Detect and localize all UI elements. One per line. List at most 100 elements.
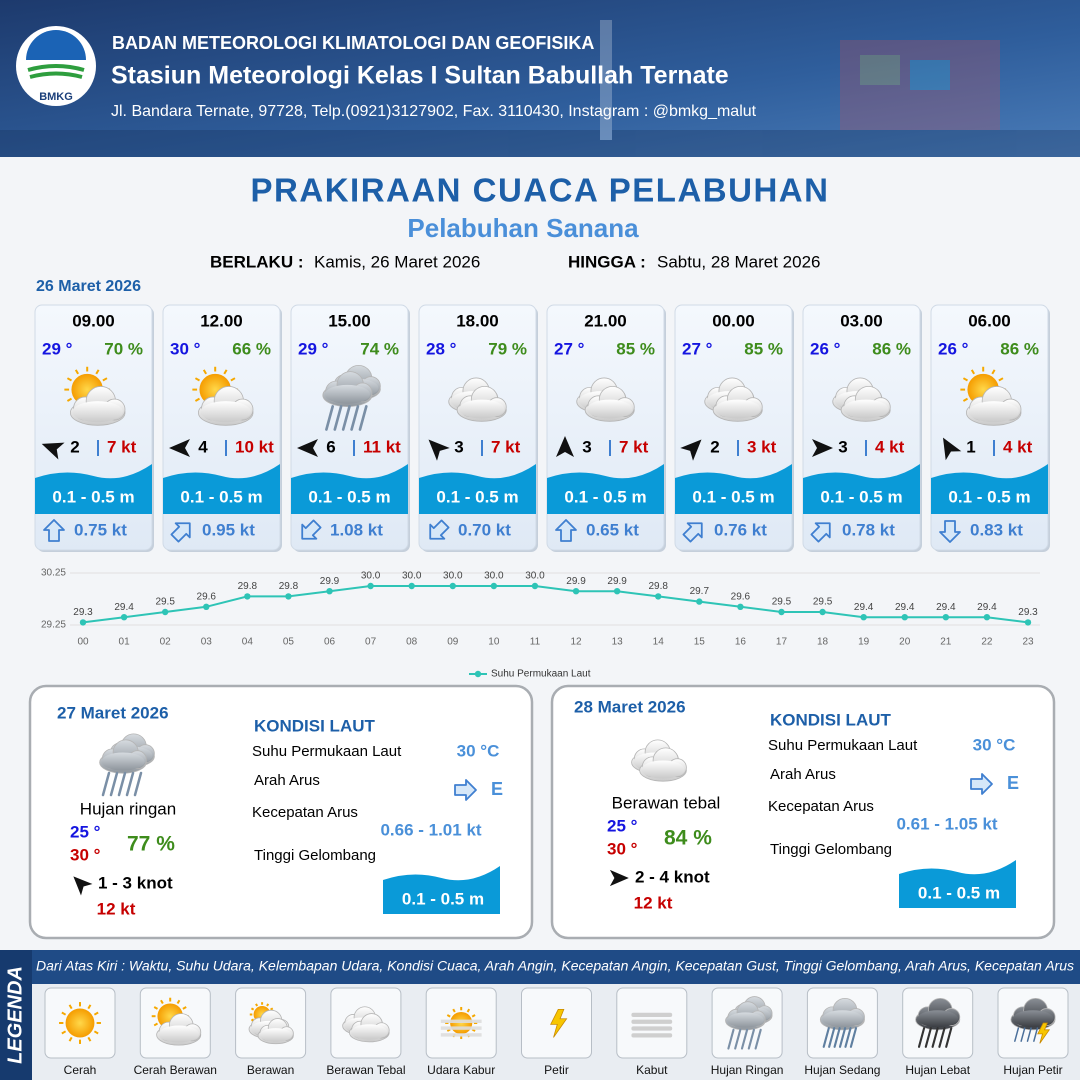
rain — [754, 1028, 762, 1050]
sun-ray — [202, 369, 208, 375]
humidity: 79 % — [488, 339, 527, 358]
sun-ray — [87, 1036, 92, 1042]
wave-height: 0.1 - 0.5 m — [52, 487, 134, 506]
wave-height: 0.1 - 0.5 m — [180, 487, 262, 506]
rain — [849, 1027, 858, 1048]
humidity: 74 % — [360, 339, 399, 358]
data-point — [819, 608, 826, 616]
sea-label: Arah Arus — [254, 772, 320, 789]
data-point — [367, 582, 374, 590]
wave — [931, 464, 1048, 514]
x-tick-label: 21 — [940, 637, 952, 648]
legend-item: Kabut — [636, 1063, 668, 1077]
weather-icon — [59, 1002, 101, 1044]
time: 03.00 — [840, 311, 883, 330]
rain — [844, 1027, 852, 1048]
weather-icon — [99, 733, 155, 797]
gust: 7 kt — [619, 437, 649, 456]
sea-label: Tinggi Gelombang — [254, 847, 376, 864]
sun-ray — [68, 1004, 73, 1010]
x-tick-label: 11 — [530, 637, 541, 648]
rain — [945, 1027, 953, 1048]
legend-swatch — [474, 670, 482, 678]
gust: 3 kt — [747, 437, 777, 456]
sun-ray — [153, 1006, 159, 1010]
x-tick-label: 03 — [201, 637, 213, 648]
current-arrow — [682, 522, 703, 543]
weather-icon — [440, 1006, 482, 1040]
cloud — [715, 399, 761, 419]
data-point — [696, 598, 703, 605]
x-tick-label: 18 — [817, 637, 829, 648]
time: 12.00 — [200, 311, 243, 330]
time: 09.00 — [72, 311, 115, 330]
legend-item: Cerah — [64, 1063, 97, 1077]
valid-to-label: HINGGA : — [568, 252, 646, 271]
organization: BADAN METEOROLOGI KLIMATOLOGI DAN GEOFIS… — [112, 33, 594, 53]
data-label: 29.3 — [73, 607, 93, 618]
air-temp: 28 ° — [426, 339, 457, 358]
sun-ray — [471, 1014, 476, 1018]
wind-arrow — [297, 439, 318, 457]
weather-icon — [151, 997, 202, 1046]
sun-ray — [176, 999, 181, 1005]
sea-label: Arah Arus — [770, 766, 836, 783]
rain — [938, 1027, 946, 1048]
weather-icon — [960, 366, 1022, 426]
data-point — [408, 582, 415, 590]
sun-ray — [61, 1030, 67, 1035]
time: 18.00 — [456, 311, 499, 330]
sun-ray — [68, 1036, 73, 1042]
data-label: 29.3 — [1018, 607, 1038, 618]
wind-arrow — [943, 437, 962, 461]
rain — [1033, 1027, 1039, 1042]
lightning — [550, 1009, 568, 1038]
day-date: 27 Maret 2026 — [57, 703, 169, 722]
wind: 2 - 4 knot — [635, 867, 710, 886]
wave-height: 0.1 - 0.5 m — [820, 487, 902, 506]
legend-title: LEGENDA — [4, 966, 26, 1064]
address: Jl. Bandara Ternate, 97728, Telp.(0921)3… — [111, 103, 757, 120]
gust: 4 kt — [875, 437, 905, 456]
sun-ray — [991, 369, 996, 375]
sea-label: Suhu Permukaan Laut — [252, 743, 402, 760]
day1-date: 26 Maret 2026 — [36, 278, 141, 295]
sun-ray — [962, 377, 969, 382]
wave-height: 0.1 - 0.5 m — [402, 889, 484, 908]
rain — [109, 771, 119, 797]
time: 21.00 — [584, 311, 627, 330]
x-tick-label: 08 — [406, 637, 418, 648]
sun-ray — [998, 377, 1004, 382]
wave-height: 0.1 - 0.5 m — [564, 487, 646, 506]
legend-label: Suhu Permukaan Laut — [491, 669, 591, 680]
rain — [917, 1027, 926, 1048]
rain — [924, 1027, 932, 1048]
sun-ray — [446, 1014, 451, 1018]
wave — [383, 866, 500, 914]
gust: 12 kt — [634, 893, 673, 912]
rain — [828, 1027, 836, 1048]
sea-heading: KONDISI LAUT — [770, 710, 892, 729]
sun-ray — [255, 1003, 259, 1007]
valid-from-label: BERLAKU : — [210, 252, 304, 271]
y-tick-label: 30.25 — [41, 568, 66, 579]
current-arrow — [170, 522, 191, 543]
weather-icon — [915, 997, 961, 1048]
wave — [899, 860, 1016, 908]
air-temp: 29 ° — [298, 339, 329, 358]
weather-icon — [192, 366, 254, 426]
temp-max: 30 ° — [607, 839, 638, 858]
sea-label: Kecepatan Arus — [768, 798, 874, 815]
gust: 12 kt — [97, 899, 136, 918]
cloud — [822, 1010, 863, 1028]
current-arrow — [454, 779, 477, 801]
fog — [631, 1019, 673, 1024]
cloud — [72, 401, 123, 423]
valid-from: Kamis, 26 Maret 2026 — [314, 252, 480, 271]
wind-speed: 6 — [326, 437, 335, 456]
weather-icon — [248, 1002, 294, 1045]
humidity: 86 % — [1000, 339, 1039, 358]
data-label: 30.0 — [443, 571, 463, 582]
x-tick-label: 09 — [447, 637, 459, 648]
